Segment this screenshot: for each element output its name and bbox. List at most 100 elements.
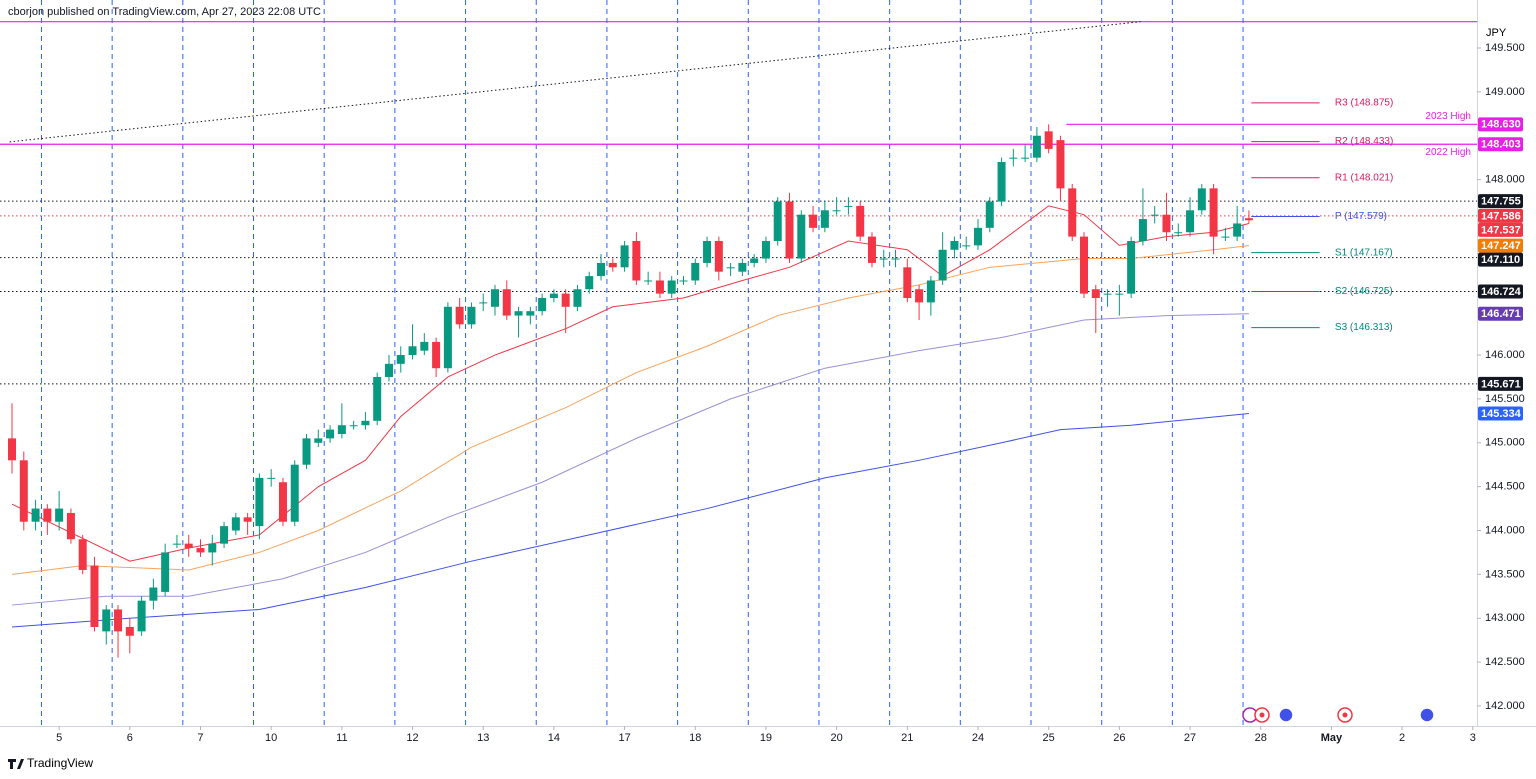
candle-body xyxy=(243,517,252,522)
moving-average xyxy=(11,205,1250,562)
candle-body xyxy=(1138,219,1147,241)
candle-body xyxy=(467,306,476,325)
price-tag-label: 147.586 xyxy=(1481,210,1521,222)
candle-body xyxy=(644,280,653,282)
x-tick-label: 6 xyxy=(127,732,133,744)
candle-body xyxy=(679,280,688,282)
candle-body xyxy=(408,346,417,356)
candle-body xyxy=(149,587,158,601)
candle-body xyxy=(420,341,429,351)
candle-body xyxy=(491,289,500,307)
footer-brand: TradingView xyxy=(27,756,93,770)
grid-layer xyxy=(0,0,1477,726)
event-icon[interactable] xyxy=(1419,707,1435,723)
candle-body xyxy=(1233,223,1242,237)
candle-body xyxy=(632,240,641,281)
price-tag-label: 147.755 xyxy=(1481,195,1521,207)
y-tick-label: 143.000 xyxy=(1485,612,1525,624)
x-tick-label: 19 xyxy=(760,732,772,744)
price-tag-label: 147.110 xyxy=(1481,254,1520,266)
candle-body xyxy=(290,464,299,522)
candle-body xyxy=(1056,140,1065,189)
candle-body xyxy=(196,548,205,553)
candle-body xyxy=(314,438,323,443)
price-tag xyxy=(1478,306,1523,321)
candle-body xyxy=(514,311,523,316)
candle-body xyxy=(220,526,229,544)
y-tick-label: 146.000 xyxy=(1485,349,1525,361)
currency-label: JPY xyxy=(1486,27,1507,39)
candle-body xyxy=(1221,236,1230,238)
candle-body xyxy=(8,438,17,461)
candle-body xyxy=(785,201,794,259)
candle-body xyxy=(962,245,971,247)
price-tag-label: 145.671 xyxy=(1481,378,1521,390)
candle-body xyxy=(738,262,747,272)
candle-body xyxy=(1197,188,1206,211)
x-tick-label: 18 xyxy=(689,732,701,744)
candle-body xyxy=(78,539,87,570)
candle-body xyxy=(1009,157,1018,159)
x-tick-label: 24 xyxy=(972,732,984,744)
candle-body xyxy=(137,600,146,632)
x-tick-label: 21 xyxy=(901,732,913,744)
candle-body xyxy=(1091,289,1100,299)
candle-body xyxy=(337,425,346,434)
candle-body xyxy=(102,609,111,632)
candle-body xyxy=(750,258,759,263)
y-tick-label: 142.000 xyxy=(1485,700,1525,712)
level-note: 2023 High xyxy=(1425,111,1471,122)
y-tick-label: 149.000 xyxy=(1485,86,1525,98)
price-tag-label: 148.630 xyxy=(1481,119,1521,131)
axes-layer: 142.000 142.500 143.000 143.500 144.000 144.5… xyxy=(0,0,1536,744)
candle-body xyxy=(773,201,782,241)
candle-body xyxy=(255,477,264,527)
candle-body xyxy=(1115,293,1124,295)
price-tag-label: 146.724 xyxy=(1481,286,1522,298)
trendline xyxy=(9,21,1141,143)
price-tag xyxy=(1478,376,1523,391)
candle-body xyxy=(997,162,1006,202)
event-icons xyxy=(1242,707,1435,723)
price-tag xyxy=(1478,194,1523,209)
candle-body xyxy=(443,306,452,369)
candle-body xyxy=(326,429,335,439)
x-tick-label: 11 xyxy=(336,732,347,744)
moving-average xyxy=(11,412,1249,628)
candle-body xyxy=(820,210,829,228)
candle-body xyxy=(502,289,511,316)
candle-body xyxy=(620,245,629,268)
candle-body xyxy=(526,311,535,316)
candle-body xyxy=(879,258,888,260)
candle-body xyxy=(90,565,99,627)
candle-body xyxy=(561,293,570,307)
price-tag xyxy=(1478,284,1523,299)
candle-body xyxy=(278,482,287,522)
candle-body xyxy=(1186,210,1195,233)
y-tick-label: 144.000 xyxy=(1485,524,1525,536)
candle-body xyxy=(973,227,982,246)
x-tick-label: May xyxy=(1321,732,1343,744)
x-tick-label: 28 xyxy=(1255,732,1267,744)
candle-body xyxy=(1162,214,1171,233)
pivot-label: R2 (148.433) xyxy=(1335,136,1393,147)
candle-body xyxy=(714,240,723,272)
y-tick-label: 145.000 xyxy=(1485,437,1525,449)
y-tick-label: 143.500 xyxy=(1485,568,1525,580)
y-tick-label: 144.500 xyxy=(1485,481,1525,493)
event-icon[interactable] xyxy=(1278,707,1294,723)
price-tag xyxy=(1478,137,1523,152)
x-tick-label: 14 xyxy=(548,732,560,744)
candle-body xyxy=(891,258,900,260)
candle-body xyxy=(31,508,40,522)
x-tick-label: 13 xyxy=(477,732,489,744)
price-tag xyxy=(1478,252,1523,267)
candle-body xyxy=(691,262,700,281)
candle-body xyxy=(19,460,28,522)
price-tag xyxy=(1478,117,1523,132)
candle-body xyxy=(361,420,370,426)
price-tag-label: 148.403 xyxy=(1481,139,1521,151)
x-tick-label: 3 xyxy=(1470,732,1476,744)
candle-body xyxy=(43,508,52,522)
